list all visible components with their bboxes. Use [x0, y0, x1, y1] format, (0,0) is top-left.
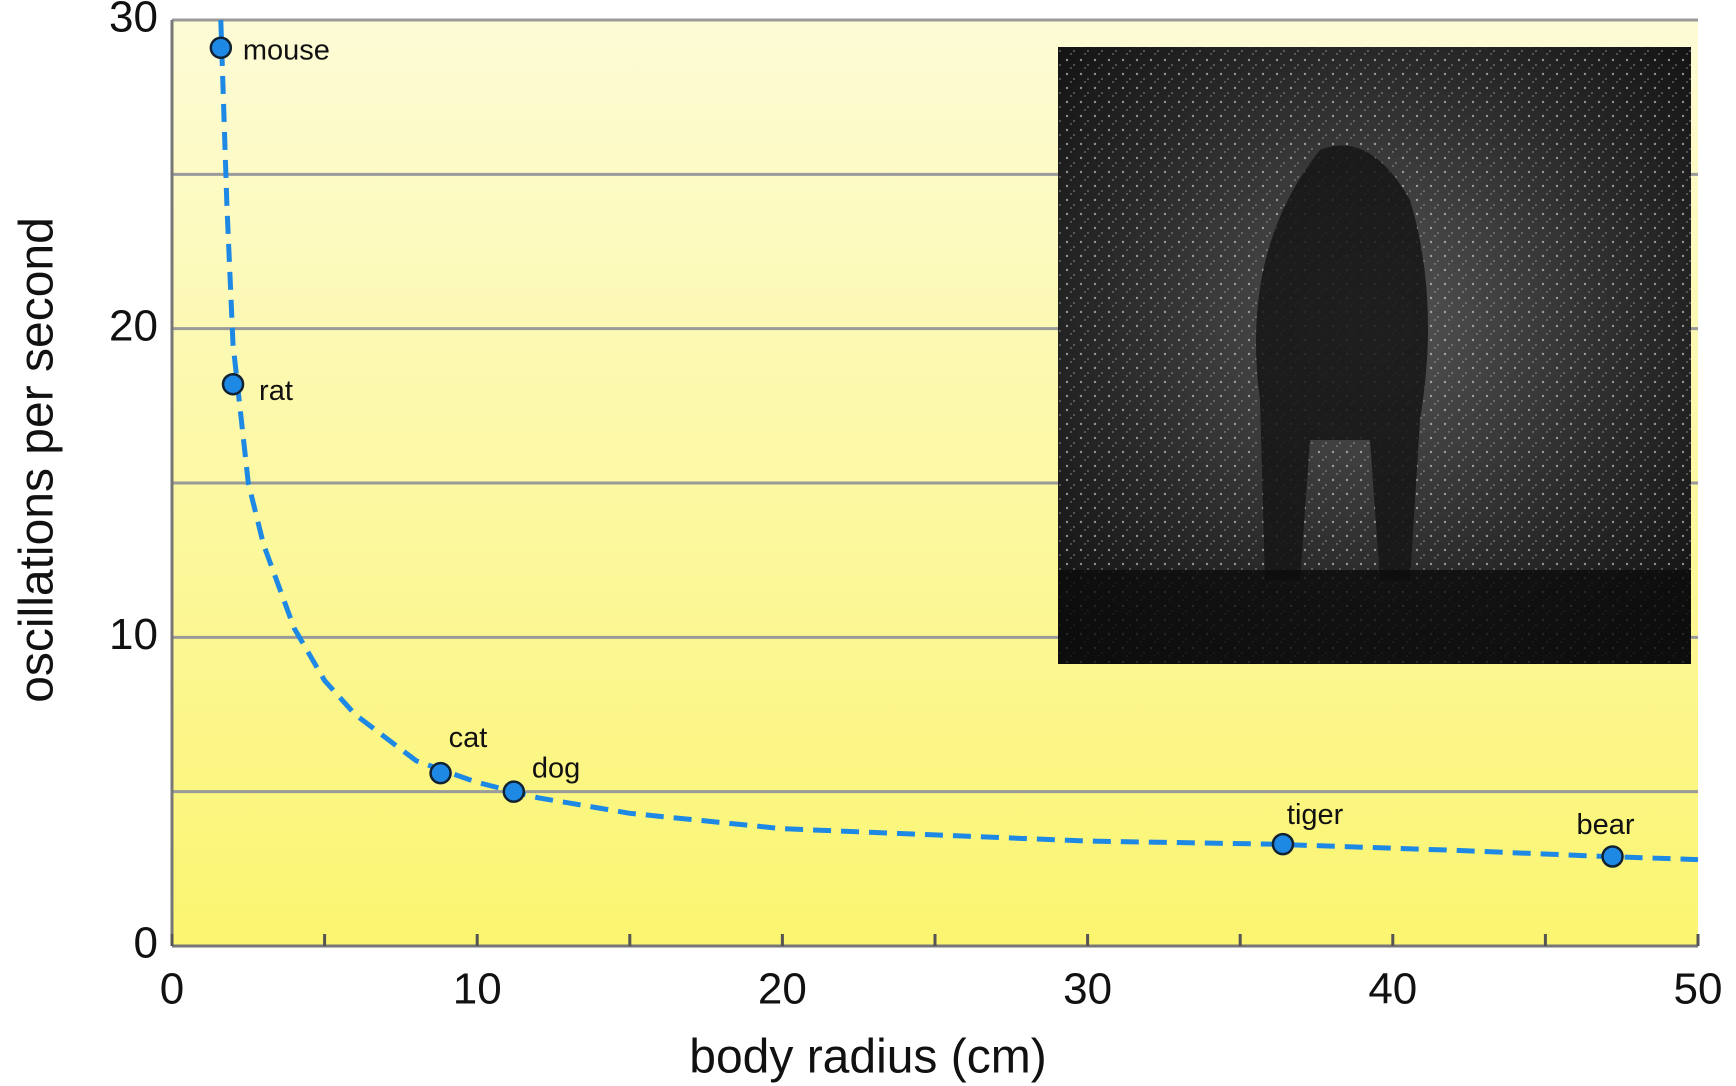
point-label: rat — [259, 375, 293, 407]
x-tick-label: 20 — [758, 965, 807, 1014]
point-label: cat — [449, 722, 488, 754]
x-axis-title: body radius (cm) — [689, 1031, 1046, 1084]
data-point — [502, 780, 526, 803]
photo-ground — [1058, 570, 1691, 664]
x-tick-label: 0 — [160, 965, 184, 1014]
x-tick-label: 50 — [1674, 965, 1723, 1014]
point-label: dog — [532, 752, 580, 784]
point-label: tiger — [1287, 799, 1344, 831]
y-tick-label: 10 — [109, 610, 158, 659]
y-tick-label: 20 — [109, 301, 158, 350]
point-label: bear — [1577, 809, 1635, 841]
photo — [1058, 47, 1691, 664]
x-tick-label: 10 — [453, 965, 502, 1014]
data-point — [1601, 845, 1624, 868]
grid — [170, 18, 1700, 948]
data-point — [429, 761, 452, 785]
y-tick-label: 0 — [134, 919, 158, 968]
data-point — [221, 372, 245, 396]
y-tick-label: 30 — [109, 0, 158, 42]
fit-curve — [218, 19, 1699, 863]
data-point — [1271, 832, 1295, 856]
x-tick-label: 30 — [1063, 965, 1112, 1014]
data-point — [209, 36, 233, 60]
photo-dog — [1256, 145, 1428, 581]
point-label: mouse — [243, 34, 330, 66]
marks: mouse rat cat dog tiger bear — [209, 19, 1699, 868]
y-axis-title: oscillations per second — [11, 217, 64, 703]
x-tick-label: 40 — [1368, 965, 1417, 1014]
